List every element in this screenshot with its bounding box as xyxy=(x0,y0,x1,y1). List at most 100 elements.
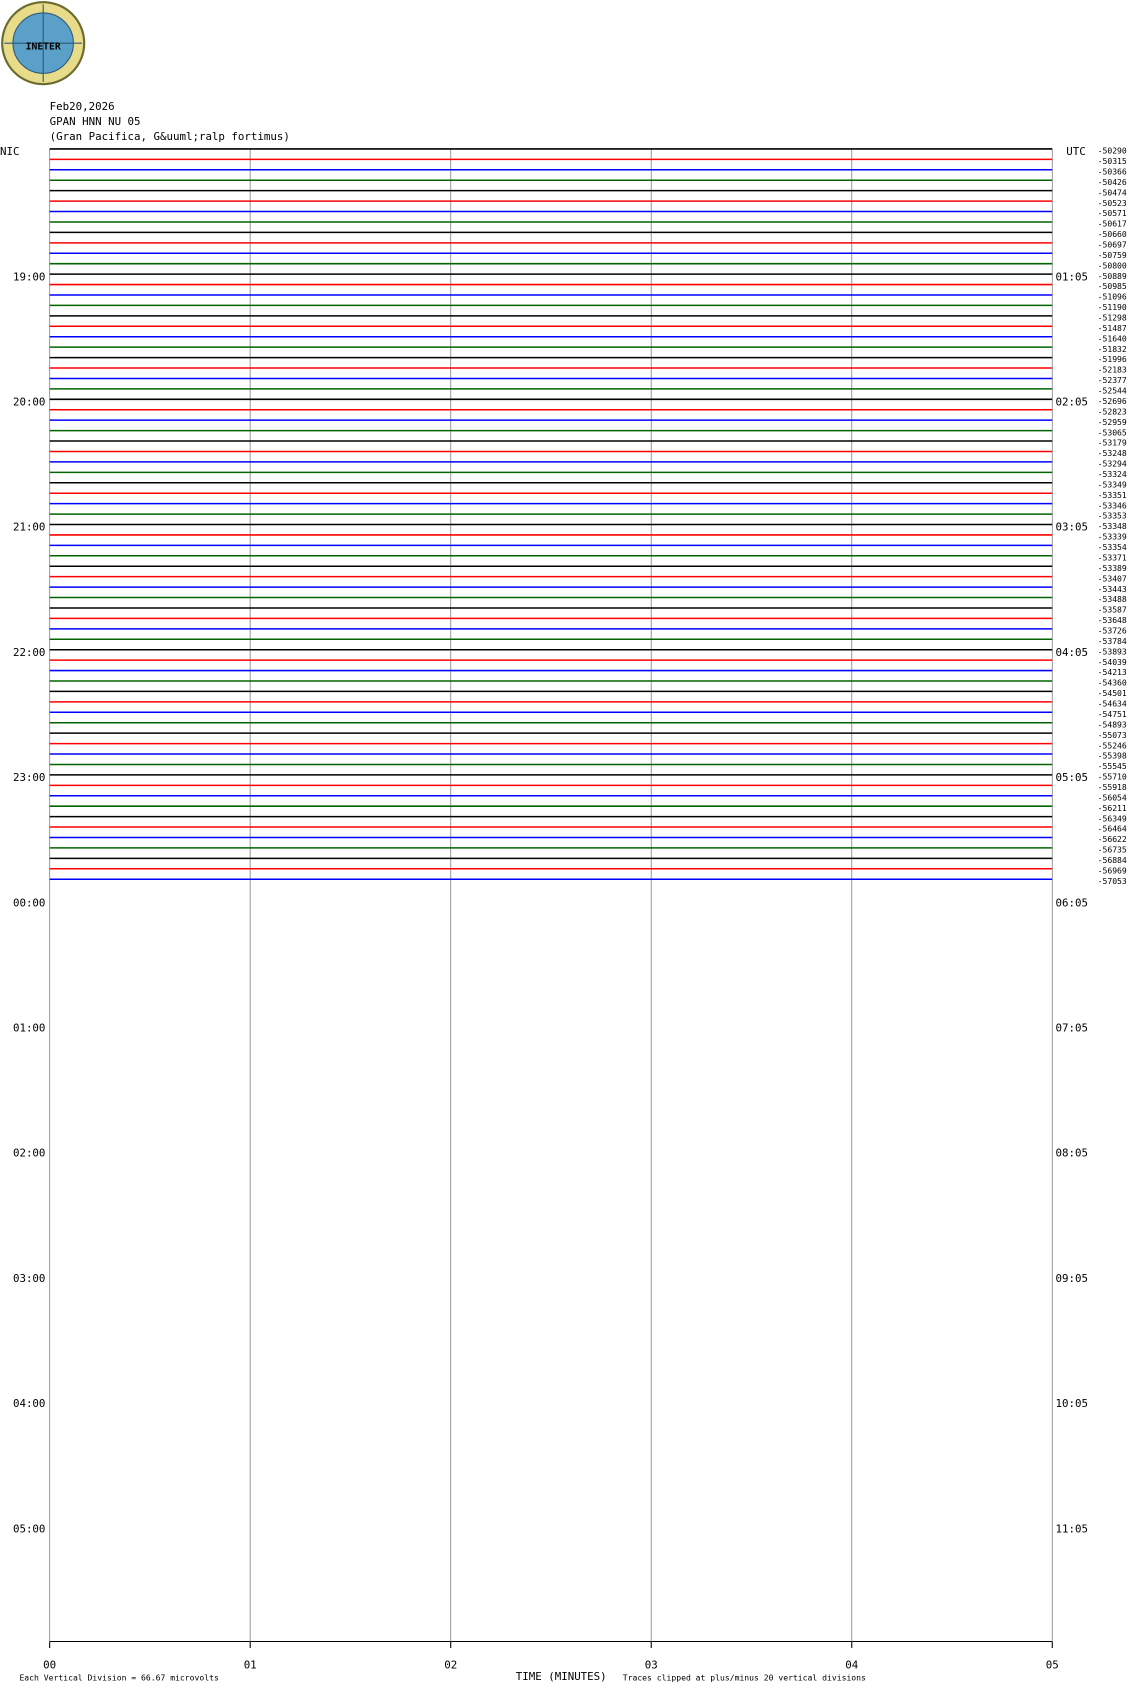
right-time: 04:05 xyxy=(1056,646,1088,659)
trace-offset: -53248 xyxy=(1098,448,1127,458)
right-time: 11:05 xyxy=(1056,1522,1088,1535)
left-time: 05:00 xyxy=(13,1522,45,1535)
trace-offset: -56969 xyxy=(1098,865,1127,875)
trace-offset: -52183 xyxy=(1098,365,1127,375)
trace-offset: -50800 xyxy=(1098,260,1127,270)
trace-offset: -55073 xyxy=(1098,730,1127,740)
trace-offset: -51832 xyxy=(1098,344,1127,354)
trace-offset: -53407 xyxy=(1098,573,1127,583)
trace-offset: -56211 xyxy=(1098,803,1127,813)
trace-offset: -53339 xyxy=(1098,532,1127,542)
trace-offset: -50697 xyxy=(1098,239,1127,249)
right-time: 01:05 xyxy=(1056,270,1088,283)
left-time: 22:00 xyxy=(13,646,45,659)
trace-offset: -53351 xyxy=(1098,490,1127,500)
left-time: 03:00 xyxy=(13,1272,45,1285)
trace-offset: -52696 xyxy=(1098,396,1127,406)
trace-offset: -56464 xyxy=(1098,824,1127,834)
trace-offset: -56884 xyxy=(1098,855,1127,865)
trace-offset: -54634 xyxy=(1098,699,1127,709)
trace-offset: -50889 xyxy=(1098,271,1127,281)
x-tick-label: 04 xyxy=(845,1658,858,1671)
trace-offset: -51487 xyxy=(1098,323,1127,333)
left-time: 19:00 xyxy=(13,270,45,283)
right-time: 05:05 xyxy=(1056,771,1088,784)
trace-offset: -50426 xyxy=(1098,177,1127,187)
trace-offset: -53353 xyxy=(1098,511,1127,521)
trace-offset: -53179 xyxy=(1098,438,1127,448)
trace-offset: -53488 xyxy=(1098,594,1127,604)
trace-offset: -53324 xyxy=(1098,469,1127,479)
x-tick-label: 02 xyxy=(444,1658,457,1671)
right-time: 08:05 xyxy=(1056,1147,1088,1160)
trace-offset: -53784 xyxy=(1098,636,1127,646)
trace-offset: -54039 xyxy=(1098,657,1127,667)
logo: INETER xyxy=(1,1,86,86)
left-time: 21:00 xyxy=(13,521,45,534)
trace-offset: -51096 xyxy=(1098,292,1127,302)
trace-offset: -53389 xyxy=(1098,563,1127,573)
logo-text: INETER xyxy=(26,41,61,52)
trace-offset: -53587 xyxy=(1098,605,1127,615)
trace-offset: -55398 xyxy=(1098,751,1127,761)
right-time: 03:05 xyxy=(1056,521,1088,534)
station: GPAN HNN NU 05 xyxy=(50,115,141,128)
trace-offset: -53371 xyxy=(1098,552,1127,562)
trace-offset: -53065 xyxy=(1098,427,1127,437)
x-tick-label: 03 xyxy=(645,1658,658,1671)
trace-offset: -53294 xyxy=(1098,459,1127,469)
trace-offset: -52377 xyxy=(1098,375,1127,385)
trace-offset: -56735 xyxy=(1098,845,1127,855)
trace-offset: -52823 xyxy=(1098,406,1127,416)
trace-offset: -53346 xyxy=(1098,500,1127,510)
right-time: 07:05 xyxy=(1056,1022,1088,1035)
trace-offset: -54213 xyxy=(1098,667,1127,677)
trace-offset: -50290 xyxy=(1098,146,1127,156)
trace-offset: -50366 xyxy=(1098,166,1127,176)
trace-offset: -55246 xyxy=(1098,740,1127,750)
x-tick-label: 01 xyxy=(244,1658,257,1671)
trace-offset: -52544 xyxy=(1098,386,1127,396)
trace-offset: -50571 xyxy=(1098,208,1127,218)
trace-offset: -54893 xyxy=(1098,719,1127,729)
left-time: 02:00 xyxy=(13,1147,45,1160)
x-axis-label: TIME (MINUTES) xyxy=(516,1670,607,1683)
trace-offset: -50660 xyxy=(1098,229,1127,239)
trace-offset: -50985 xyxy=(1098,281,1127,291)
trace-offset: -50523 xyxy=(1098,198,1127,208)
footer-right: Traces clipped at plus/minus 20 vertical… xyxy=(623,1673,866,1683)
trace-offset: -55710 xyxy=(1098,772,1127,782)
trace-offset: -56622 xyxy=(1098,834,1127,844)
trace-offset: -54751 xyxy=(1098,709,1127,719)
trace-offset: -53648 xyxy=(1098,615,1127,625)
trace-offset: -53893 xyxy=(1098,646,1127,656)
trace-offset: -53354 xyxy=(1098,542,1127,552)
trace-offset: -50759 xyxy=(1098,250,1127,260)
trace-offset: -56054 xyxy=(1098,792,1127,802)
date: Feb20,2026 xyxy=(50,100,115,113)
trace-offset: -51298 xyxy=(1098,313,1127,323)
left-time: 23:00 xyxy=(13,771,45,784)
left-label: NIC xyxy=(0,145,19,158)
trace-offset: -57053 xyxy=(1098,876,1127,886)
x-tick-label: 00 xyxy=(43,1658,56,1671)
trace-offset: -54360 xyxy=(1098,678,1127,688)
trace-offset: -50315 xyxy=(1098,156,1127,166)
trace-offset: -55918 xyxy=(1098,782,1127,792)
trace-offset: -53443 xyxy=(1098,584,1127,594)
trace-offset: -51190 xyxy=(1098,302,1127,312)
trace-offset: -50474 xyxy=(1098,187,1127,197)
trace-offset: -54501 xyxy=(1098,688,1127,698)
location: (Gran Pacifica, G&uuml;ralp fortimus) xyxy=(50,130,290,143)
left-time: 00:00 xyxy=(13,896,45,909)
right-time: 06:05 xyxy=(1056,896,1088,909)
left-time: 20:00 xyxy=(13,396,45,409)
left-time: 04:00 xyxy=(13,1397,45,1410)
trace-offset: -53349 xyxy=(1098,479,1127,489)
trace-offset: -56349 xyxy=(1098,813,1127,823)
trace-offset: -53348 xyxy=(1098,521,1127,531)
left-time: 01:00 xyxy=(13,1022,45,1035)
right-time: 10:05 xyxy=(1056,1397,1088,1410)
trace-offset: -51996 xyxy=(1098,354,1127,364)
